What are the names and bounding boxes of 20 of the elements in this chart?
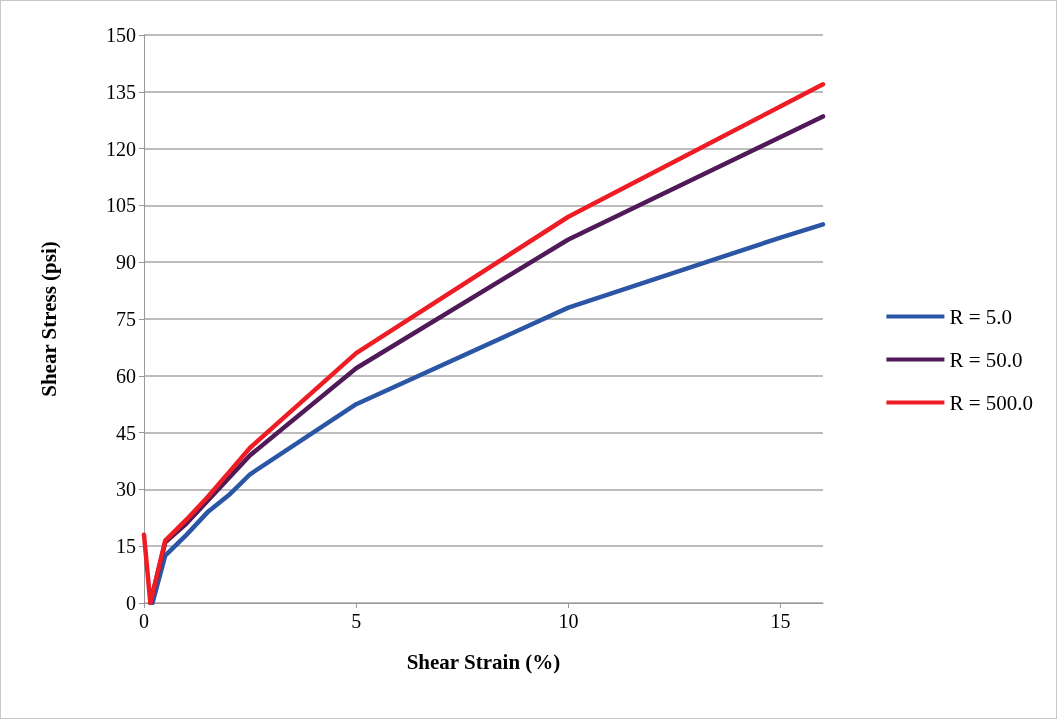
x-tick-label: 15 <box>770 610 791 632</box>
y-tick-label: 150 <box>106 24 136 46</box>
y-tick-label: 30 <box>116 478 136 501</box>
y-tick-label: 60 <box>116 364 136 387</box>
legend-label: R = 5.0 <box>949 304 1013 329</box>
y-tick-label: 135 <box>106 80 136 103</box>
x-axis-title: Shear Strain (%) <box>406 649 561 674</box>
legend-label: R = 500.0 <box>949 390 1034 415</box>
x-tick-label: 5 <box>351 610 362 632</box>
y-tick-label: 120 <box>106 137 136 160</box>
y-axis-title: Shear Stress (psi) <box>36 241 61 397</box>
y-tick-label: 105 <box>106 194 136 217</box>
legend-label: R = 50.0 <box>949 347 1023 372</box>
y-tick-label: 15 <box>116 535 136 558</box>
y-tick-label: 90 <box>116 251 136 274</box>
y-tick-label: 75 <box>116 308 136 330</box>
y-tick-label: 0 <box>126 592 136 614</box>
line-series <box>150 222 826 606</box>
x-tick-label: 10 <box>558 610 579 632</box>
y-tick-label: 45 <box>116 421 136 444</box>
